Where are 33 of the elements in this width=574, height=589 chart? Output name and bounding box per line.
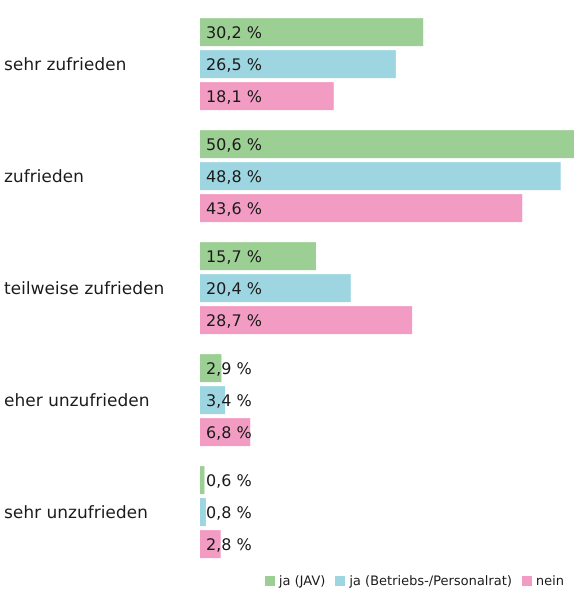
bar xyxy=(200,162,561,190)
legend-label: ja (JAV) xyxy=(278,574,326,589)
bar xyxy=(200,466,204,494)
bar xyxy=(200,18,424,46)
bar xyxy=(200,274,351,302)
data-label: 3,4 % xyxy=(206,391,252,410)
data-label: 0,6 % xyxy=(206,471,252,490)
data-label: 50,6 % xyxy=(206,135,262,154)
bar xyxy=(200,306,412,334)
bar xyxy=(200,82,334,110)
data-label: 30,2 % xyxy=(206,23,262,42)
bar xyxy=(200,50,396,78)
data-label: 0,8 % xyxy=(206,503,252,522)
y-tick-label: sehr zufrieden xyxy=(4,55,126,75)
bar xyxy=(200,242,316,270)
legend-label: ja (Betriebs-/Personalrat) xyxy=(349,574,512,589)
bar xyxy=(200,498,206,526)
data-label: 26,5 % xyxy=(206,55,262,74)
y-tick-label: zufrieden xyxy=(4,167,84,187)
data-label: 6,8 % xyxy=(206,423,252,442)
bar xyxy=(200,130,574,158)
bar xyxy=(200,194,522,222)
legend-label: nein xyxy=(536,574,564,589)
data-label: 18,1 % xyxy=(206,87,262,106)
y-tick-label: teilweise zufrieden xyxy=(4,279,164,299)
data-label: 48,8 % xyxy=(206,167,262,186)
data-label: 2,8 % xyxy=(206,535,252,554)
data-label: 43,6 % xyxy=(206,199,262,218)
data-label: 15,7 % xyxy=(206,247,262,266)
y-tick-label: eher unzufrieden xyxy=(4,391,150,411)
data-label: 20,4 % xyxy=(206,279,262,298)
data-label: 28,7 % xyxy=(206,311,262,330)
y-tick-label: sehr unzufrieden xyxy=(4,503,148,523)
